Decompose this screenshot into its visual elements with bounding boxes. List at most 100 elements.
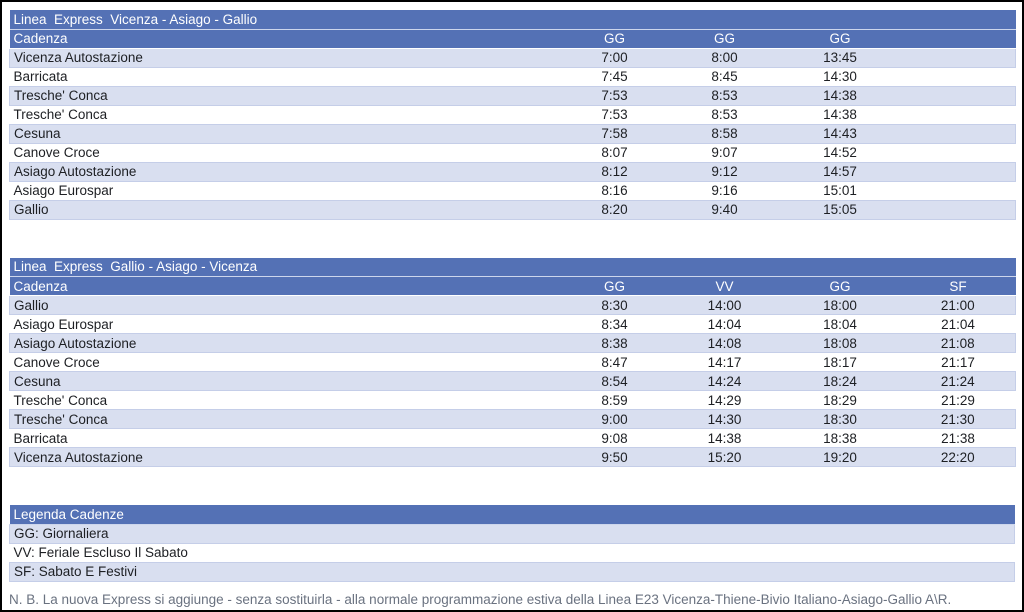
time-cell	[900, 47, 1017, 68]
legend-item-row: VV: Feriale Escluso Il Sabato	[10, 543, 1015, 562]
time-cell: 9:07	[711, 145, 738, 160]
time-cell: 7:53	[601, 107, 628, 122]
time-cell	[900, 85, 1017, 106]
time-cell: 8:54	[559, 371, 670, 391]
time-cell: 14:24	[669, 371, 780, 391]
time-cell: 18:38	[823, 430, 857, 446]
time-cell: 7:45	[601, 69, 628, 84]
table-row: Gallio 8:30 14:00 18:00 21:00	[9, 295, 1017, 315]
table-row: Tresche' Conca 7:53 8:53 14:38	[9, 85, 1017, 106]
stop-name-cell: Tresche' Conca	[9, 409, 560, 429]
table-row: Cesuna 7:58 8:58 14:43	[9, 123, 1017, 144]
time-cell: 14:57	[779, 161, 901, 182]
time-cell	[900, 199, 1017, 220]
table-row: Tresche' Conca 8:59 14:29 18:29 21:29	[10, 391, 1016, 410]
time-cell: 8:34	[601, 316, 628, 332]
time-cell: 8:20	[559, 199, 670, 220]
time-cell: 9:00	[559, 409, 670, 429]
time-cell: 9:40	[669, 199, 780, 220]
table-row: Vicenza Autostazione 9:50 15:20 19:20 22…	[9, 447, 1017, 467]
footer-note: N. B. La nuova Express si aggiunge - sen…	[9, 591, 952, 607]
time-cell: 21:24	[900, 371, 1017, 391]
column-header-cadenza: Cadenza	[9, 276, 560, 296]
time-cell: 15:20	[669, 447, 780, 467]
time-cell: 9:08	[601, 430, 628, 446]
stop-name-cell: Gallio	[9, 295, 560, 315]
time-cell: 14:38	[779, 85, 901, 106]
time-cell: 14:38	[823, 107, 857, 122]
time-cell: 14:43	[779, 123, 901, 144]
time-cell: 18:29	[823, 392, 857, 408]
stop-name-cell: Asiago Autostazione	[9, 161, 560, 182]
time-cell: 21:30	[900, 409, 1017, 429]
time-cell	[900, 123, 1017, 144]
stop-name-cell: Tresche' Conca	[13, 107, 108, 122]
time-cell: 14:08	[669, 333, 780, 353]
table-row: Asiago Eurospar 8:16 9:16 15:01	[10, 181, 1016, 200]
time-cell: 8:30	[559, 295, 670, 315]
time-cell: 9:50	[559, 447, 670, 467]
table-title: Linea Express Vicenza - Asiago - Gallio	[9, 10, 1016, 30]
time-cell: 15:01	[823, 183, 857, 198]
stop-name-cell: Barricata	[13, 69, 68, 84]
legend-item-sf: SF: Sabato E Festivi	[9, 561, 1015, 582]
time-cell: 9:16	[711, 183, 738, 198]
time-cell: 8:00	[669, 47, 780, 68]
time-cell: 18:30	[779, 409, 901, 429]
time-cell: 8:38	[559, 333, 670, 353]
time-cell: 18:00	[779, 295, 901, 315]
time-cell: 21:00	[900, 295, 1017, 315]
column-header: GG	[779, 29, 901, 49]
time-cell: 7:58	[559, 123, 670, 144]
time-cell: 8:12	[559, 161, 670, 182]
stop-name-cell: Tresche' Conca	[9, 85, 560, 106]
time-cell: 14:00	[669, 295, 780, 315]
time-cell: 21:17	[941, 354, 975, 370]
time-cell: 18:04	[823, 316, 857, 332]
table-row: Tresche' Conca 7:53 8:53 14:38	[10, 105, 1016, 124]
time-cell: 13:45	[779, 47, 901, 68]
column-header: VV	[669, 276, 780, 296]
stop-name-cell: Barricata	[13, 430, 68, 446]
time-cell	[900, 161, 1017, 182]
time-cell	[901, 67, 1016, 86]
time-cell: 7:53	[559, 85, 670, 106]
time-cell: 8:16	[601, 183, 628, 198]
time-cell: 21:04	[941, 316, 975, 332]
time-cell	[901, 143, 1016, 162]
stop-name-cell: Gallio	[9, 199, 560, 220]
legend-title: Legenda Cadenze	[9, 505, 1015, 525]
table-row: Cesuna 8:54 14:24 18:24 21:24	[9, 371, 1017, 391]
stop-name-cell: Asiago Eurospar	[13, 316, 114, 332]
time-cell	[901, 181, 1016, 200]
timetable-vicenza-asiago-gallio: Linea Express Vicenza - Asiago - Gallio …	[9, 10, 1017, 220]
column-header: SF	[900, 276, 1016, 296]
stop-name-cell: Cesuna	[9, 371, 560, 391]
time-cell: 14:04	[707, 316, 742, 332]
legend-item-vv: VV: Feriale Escluso Il Sabato	[13, 545, 188, 560]
time-cell: 8:47	[601, 354, 628, 370]
table-row: Gallio 8:20 9:40 15:05	[9, 199, 1017, 220]
stop-name-cell: Vicenza Autostazione	[9, 447, 560, 467]
table-row: Asiago Autostazione 8:38 14:08 18:08 21:…	[9, 333, 1017, 353]
column-header: GG	[559, 29, 670, 49]
table-row: Canove Croce 8:47 14:17 18:17 21:17	[10, 353, 1016, 372]
time-cell: 8:58	[669, 123, 780, 144]
time-cell: 14:52	[823, 145, 857, 160]
column-header: GG	[779, 276, 901, 296]
time-cell: 15:05	[779, 199, 901, 220]
column-header	[900, 29, 1016, 49]
time-cell: 8:45	[711, 69, 738, 84]
table-header-row: Cadenza GG VV GG SF	[9, 276, 1016, 296]
time-cell: 14:17	[707, 354, 742, 370]
legend-item-gg: GG: Giornaliera	[9, 523, 1015, 544]
time-cell: 18:17	[823, 354, 857, 370]
stop-name-cell: Asiago Eurospar	[13, 183, 114, 198]
time-cell: 8:53	[669, 85, 780, 106]
stop-name-cell: Tresche' Conca	[13, 392, 108, 408]
stop-name-cell: Canove Croce	[13, 145, 100, 160]
table-row: Asiago Eurospar 8:34 14:04 18:04 21:04	[10, 315, 1016, 334]
table-row: Asiago Autostazione 8:12 9:12 14:57	[9, 161, 1017, 182]
time-cell: 14:29	[707, 392, 742, 408]
